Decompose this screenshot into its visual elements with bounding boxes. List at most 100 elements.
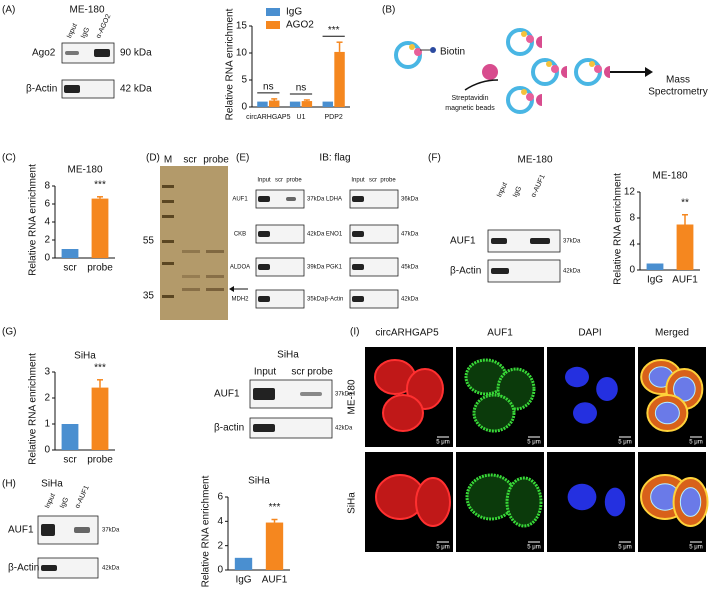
blot-membrane (255, 289, 305, 309)
blot-band (300, 392, 322, 396)
lane-label: Input (496, 182, 509, 199)
cell-line-label: SiHa (41, 479, 63, 490)
y-axis-label: Relative RNA enrichment (28, 353, 39, 465)
size-label: 37kDa (563, 239, 581, 245)
protein-label: AUF1 (450, 236, 476, 247)
blot-band (41, 524, 55, 536)
lane-label: Input (66, 23, 79, 40)
lane-label: M (164, 155, 172, 166)
protein (414, 48, 422, 56)
nucleus (567, 483, 597, 511)
nucleus (565, 366, 589, 388)
y-axis-label: Relative RNA enrichment (28, 164, 39, 276)
size-label: 37kDa (102, 528, 120, 534)
protein (526, 35, 534, 43)
y-tick-label: 8 (44, 181, 50, 192)
bead (482, 64, 498, 80)
arrow-head (645, 67, 653, 77)
panel-label: (D) (146, 153, 160, 164)
size-label: 35kDa (307, 297, 325, 303)
protein-label: AUF1 (214, 389, 240, 400)
lane-label: Input (257, 178, 271, 184)
y-tick-label: 0 (629, 265, 635, 276)
cell-line-label: SiHa (277, 350, 299, 361)
lane-label: Input (254, 367, 276, 378)
protein-label: ALDOA (230, 265, 250, 271)
protein (521, 31, 527, 37)
protein-label: β-Actin (8, 563, 39, 574)
protein-label: AUF1 (8, 525, 34, 536)
bead-mark (536, 36, 542, 48)
y-tick-label: 0 (44, 445, 50, 456)
size-label: 42kDa (335, 426, 353, 432)
x-tick-label: probe (87, 455, 113, 466)
output-label: Spectrometry (648, 87, 707, 98)
x-tick-label: IgG (647, 275, 663, 286)
marker-band (162, 185, 174, 188)
y-tick-label: 4 (629, 239, 635, 250)
blot-membrane (249, 417, 333, 439)
cell (415, 477, 451, 527)
scale-bar-label: 5 μm (527, 440, 540, 446)
size-label: 45kDa (401, 265, 419, 271)
lane-band (182, 250, 200, 253)
scale-bar-label: 5 μm (618, 545, 631, 551)
cell (382, 394, 424, 432)
nucleus (679, 487, 702, 517)
size-label: 36kDa (401, 197, 419, 203)
significance-label: ns (263, 82, 274, 93)
protein (526, 93, 534, 101)
bar (234, 557, 253, 570)
y-tick-label: 0 (44, 253, 50, 264)
bar (61, 249, 79, 258)
x-tick-label: PDP2 (325, 114, 343, 121)
lane-label: probe (286, 178, 302, 184)
significance-label: *** (269, 502, 281, 513)
blot-band (491, 238, 507, 244)
size-label: 42 kDa (120, 84, 152, 95)
blot-title: IB: flag (319, 153, 350, 164)
y-tick-label: 0 (217, 565, 223, 576)
micrograph (547, 347, 635, 447)
y-tick-label: 4 (44, 217, 50, 228)
size-label: 42kDa (563, 269, 581, 275)
lane-label: IgG (80, 26, 91, 39)
protein-label: ENO1 (326, 232, 343, 238)
cell (505, 476, 543, 528)
bar (268, 100, 280, 107)
lane-label: probe (380, 178, 396, 184)
panel-label: (A) (2, 5, 15, 16)
marker-label: 55 (143, 236, 155, 247)
chart-title: ME-180 (67, 165, 102, 176)
blot-band (74, 527, 90, 533)
lane-label: scr (275, 178, 283, 184)
scale-bar-label: 5 μm (689, 440, 702, 446)
beads-label: Streptavidin (452, 95, 489, 102)
lane-label: Input (351, 178, 365, 184)
blot-membrane (349, 257, 399, 277)
x-tick-label: U1 (297, 114, 306, 121)
bar (91, 387, 109, 450)
column-label: Merged (655, 328, 689, 339)
y-tick-label: 3 (44, 367, 50, 378)
y-tick-label: 2 (44, 393, 50, 404)
bar (646, 263, 664, 270)
marker-band (162, 200, 174, 203)
x-tick-label: scr (63, 455, 77, 466)
scale-bar-label: 5 μm (689, 545, 702, 551)
panel-label: (I) (350, 327, 359, 338)
legend-swatch (266, 21, 280, 29)
row-label: SiHa (347, 492, 358, 514)
nucleus (673, 376, 696, 402)
bead-mark (561, 66, 567, 78)
marker-band (162, 240, 174, 243)
marker-band (162, 262, 174, 265)
chart-title: ME-180 (652, 171, 687, 182)
x-tick-label: IgG (235, 575, 251, 586)
scale-bar-label: 5 μm (436, 545, 449, 551)
protein-label: AUF1 (232, 197, 248, 203)
lane-band (182, 288, 200, 291)
blot-band (65, 51, 79, 55)
protein-label: CKB (234, 232, 246, 238)
